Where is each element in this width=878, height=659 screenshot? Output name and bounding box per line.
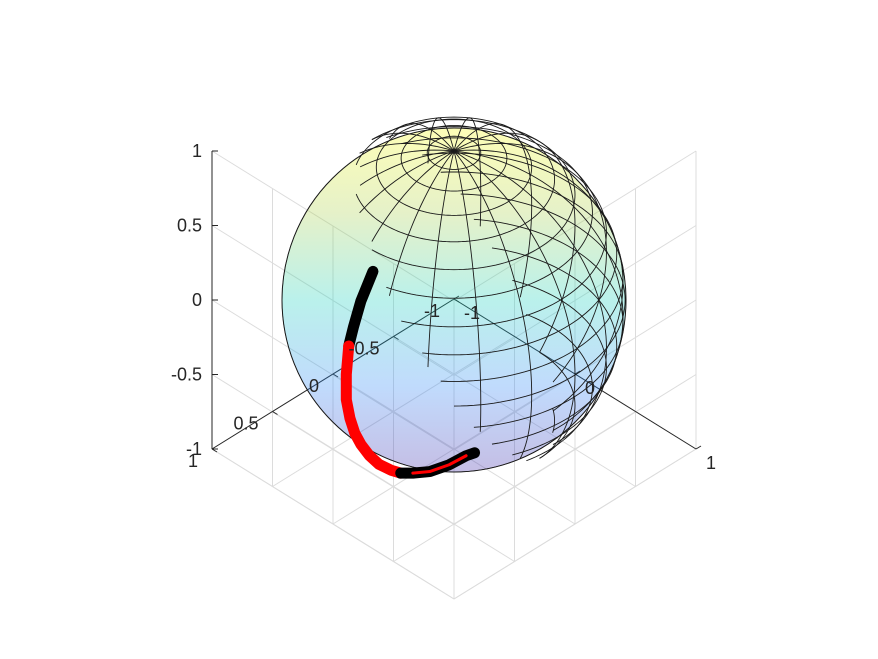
y-tick-label: 0.5 (233, 414, 258, 434)
z-tick-label: 0.5 (177, 216, 202, 236)
sphere-surface (281, 116, 627, 473)
y-tick-label: 0 (309, 376, 319, 396)
sphere-longitude-line (371, 150, 455, 242)
sphere-latitude-line (371, 247, 540, 271)
sphere-latitude-line (401, 137, 607, 300)
sphere-longitude-line (359, 149, 455, 168)
sphere-longitude-line (453, 142, 607, 383)
sphere-latitude-line (512, 434, 563, 456)
sphere-longitude-line (453, 150, 607, 445)
sphere-latitude-line (422, 152, 618, 326)
sphere-latitude-line (422, 324, 570, 356)
x-tick-mark (695, 445, 702, 450)
sphere-longitude-line (453, 132, 576, 353)
sphere-mesh (281, 116, 627, 473)
sphere-latitude-line (453, 374, 576, 407)
floor-grid-line (453, 448, 697, 600)
sphere-latitude-line (473, 397, 574, 428)
y-tick-label: 1 (188, 451, 198, 471)
sphere-longitude-line (453, 150, 482, 432)
sphere-latitude-line (386, 272, 553, 299)
sphere-longitude-line (453, 150, 576, 459)
z-tick-label: -0.5 (171, 365, 202, 385)
trajectory-segment-1 (343, 265, 379, 352)
sphere-latitude-line (355, 193, 526, 243)
x-tick-label: -1 (464, 303, 480, 323)
sphere-longitude-line (388, 150, 455, 296)
sphere-latitude-line (539, 351, 576, 459)
z-tick-label: 1 (192, 141, 202, 161)
sphere-latitude-line (386, 126, 593, 274)
sphere-latitude-line (526, 447, 553, 462)
sphere-latitude-line (460, 193, 626, 376)
z-tick-label: -1 (186, 439, 202, 459)
z-tick-label: 0 (192, 290, 202, 310)
sphere-latitude-line (473, 218, 624, 398)
sphere-longitude-line (453, 117, 482, 227)
sphere-latitude-line (440, 350, 574, 382)
trajectory-segment-4 (411, 454, 468, 475)
sphere-longitude-line (359, 150, 455, 186)
x-tick-label: 0 (585, 378, 595, 398)
y-tick-mark (272, 411, 278, 415)
y-tick-label: -0.5 (348, 339, 379, 359)
sphere-latitude-line (491, 416, 570, 445)
sphere-longitude-line (389, 123, 455, 152)
sphere-longitude-line (427, 150, 455, 368)
tick-labels: -1-0.500.51-1-0.500.51-101 (171, 141, 716, 473)
sphere-latitude-line (401, 298, 563, 328)
sphere-outline (281, 127, 627, 473)
sphere-latitude-line (552, 408, 556, 433)
sphere-fill (281, 127, 627, 473)
sphere-longitude-line (359, 150, 455, 214)
sphere-longitude-line (427, 117, 455, 164)
trajectory-segment-2 (340, 340, 407, 479)
x-tick-label: 1 (706, 453, 716, 473)
y-tick-label: -1 (424, 301, 440, 321)
trajectory-series (340, 265, 481, 479)
floor-grid-line (211, 448, 455, 600)
